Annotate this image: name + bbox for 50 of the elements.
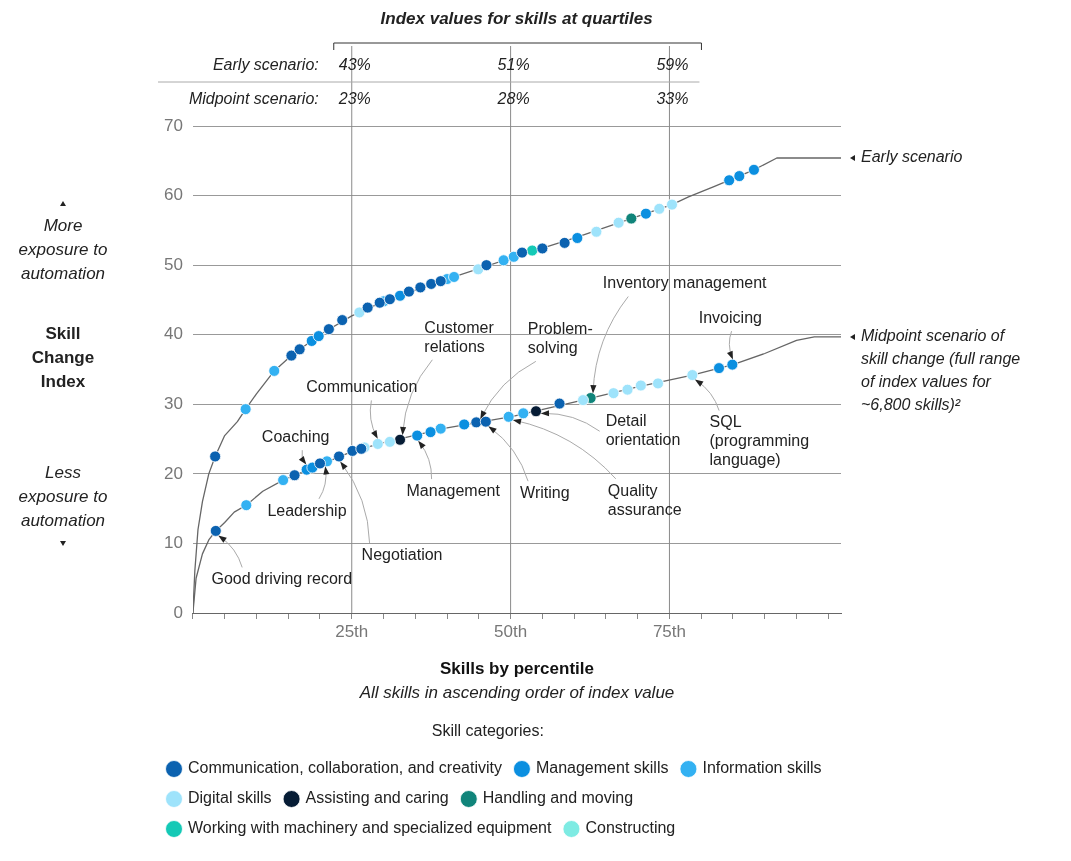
y-tick-label: 70 [163,115,183,135]
text: 43% [338,56,371,74]
x-tick-label: 25th [335,621,369,641]
annotation: Detail orientation [605,412,681,449]
y-tick-label: 30 [163,393,183,413]
legend-label: Assisting and caring [305,789,449,807]
annotation: Negotiation [361,545,443,563]
series-label: Early scenario [861,148,963,166]
x-tick-label: 75th [652,621,686,641]
y-tick-label: 60 [163,185,183,205]
y-tick-label: 40 [163,324,183,344]
text: 23% [337,90,371,108]
annotation: Invoicing [698,309,762,327]
legend-label: Communication, collaboration, and creativity [188,759,502,777]
y-tick-label: 10 [163,533,183,553]
x-tick-label: 50th [494,621,528,641]
annotation: SQL (programming language) [709,413,810,469]
text: More exposure to automation [18,215,108,283]
annotation: Management [406,482,501,499]
annotation: Writing [520,484,570,502]
y-tick-label: 50 [163,254,183,274]
legend-title: Skill categories: [431,722,544,740]
legend-label: Working with machinery and specialized equipment [188,819,552,837]
text: Less exposure to automation [18,462,108,530]
annotation: Coaching [261,428,330,446]
annotation: Leadership [267,501,347,519]
text: Midpoint scenario: [188,90,319,108]
y-axis-title: Skill Change Index [31,323,95,391]
annotation: Communication [306,378,418,396]
annotation: Customer relations [424,318,495,355]
legend-label: Constructing [585,819,676,837]
series-label: Midpoint scenario of skill change (full range of index values for ~6,800 skills)² [861,327,1021,414]
text: 28% [496,90,530,108]
y-tick-label: 0 [173,602,183,622]
annotation: Good driving record [211,570,353,588]
annotation: Quality assurance [607,481,682,518]
legend-label: Handling and moving [482,789,634,807]
legend-label: Digital skills [188,789,272,807]
x-axis-title: Skills by percentile [439,659,594,679]
text: Early scenario: [212,56,319,74]
text: All skills in ascending order of index value [358,682,675,702]
text: 33% [656,90,689,108]
annotation: Inventory management [602,274,768,292]
y-tick-label: 20 [163,463,183,483]
legend-label: Information skills [702,759,822,777]
text: 51% [497,56,530,74]
legend-label: Management skills [535,759,669,777]
annotation: Problem-solving [527,320,593,357]
text: Index values for skills at quartiles [380,8,653,28]
text: 59% [656,56,689,74]
